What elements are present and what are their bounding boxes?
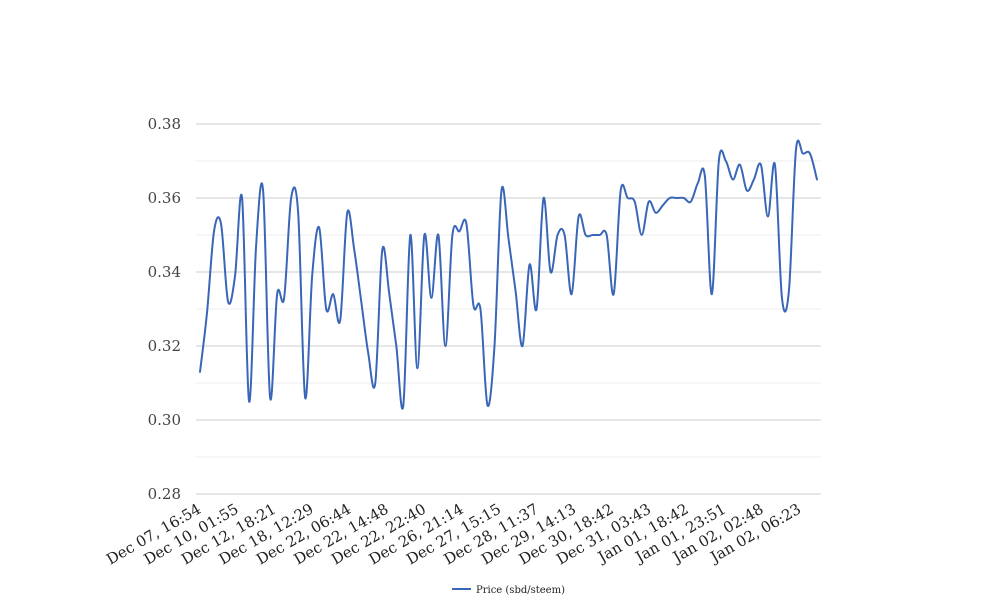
y-tick-label: 0.32 <box>148 337 181 355</box>
legend-label: Price (sbd/steem) <box>476 585 565 596</box>
y-tick-label: 0.36 <box>148 189 181 207</box>
y-tick-label: 0.34 <box>148 263 181 281</box>
y-axis-ticks: 0.38 0.36 0.34 0.32 0.30 0.28 <box>148 115 181 503</box>
series-group <box>199 139 818 410</box>
legend[interactable]: Price (sbd/steem) <box>452 585 565 596</box>
series-line-price <box>199 139 818 410</box>
y-tick-label: 0.30 <box>148 411 181 429</box>
y-tick-label: 0.38 <box>148 115 181 133</box>
y-tick-label: 0.28 <box>148 485 181 503</box>
grid-lines <box>196 123 821 495</box>
